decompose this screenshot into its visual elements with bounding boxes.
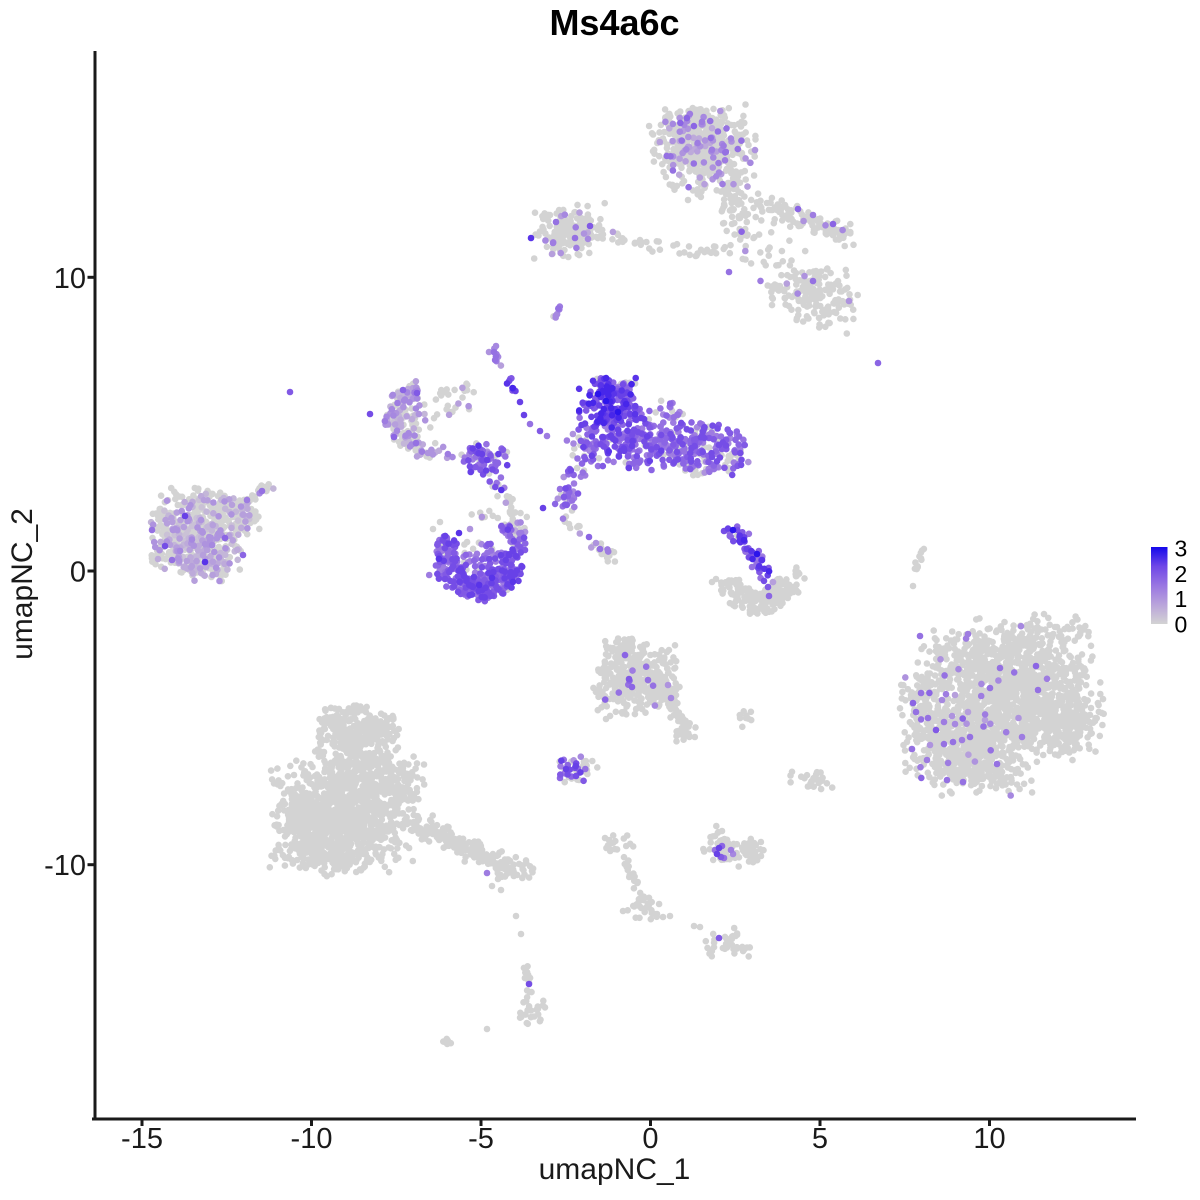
svg-text:-10: -10 (291, 1123, 333, 1155)
svg-text:3: 3 (1175, 535, 1188, 561)
svg-text:-15: -15 (121, 1123, 163, 1155)
svg-text:5: 5 (812, 1123, 828, 1155)
svg-text:0: 0 (642, 1123, 658, 1155)
svg-text:umapNC_1: umapNC_1 (539, 1153, 691, 1186)
svg-text:1: 1 (1175, 586, 1188, 612)
svg-text:0: 0 (1175, 612, 1188, 638)
svg-text:10: 10 (54, 263, 86, 295)
svg-text:10: 10 (973, 1123, 1005, 1155)
svg-text:umapNC_2: umapNC_2 (6, 508, 39, 660)
svg-text:-5: -5 (468, 1123, 494, 1155)
svg-text:0: 0 (70, 557, 86, 589)
svg-text:-10: -10 (44, 850, 86, 882)
svg-text:Ms4a6c: Ms4a6c (549, 2, 679, 43)
svg-text:2: 2 (1175, 561, 1188, 587)
